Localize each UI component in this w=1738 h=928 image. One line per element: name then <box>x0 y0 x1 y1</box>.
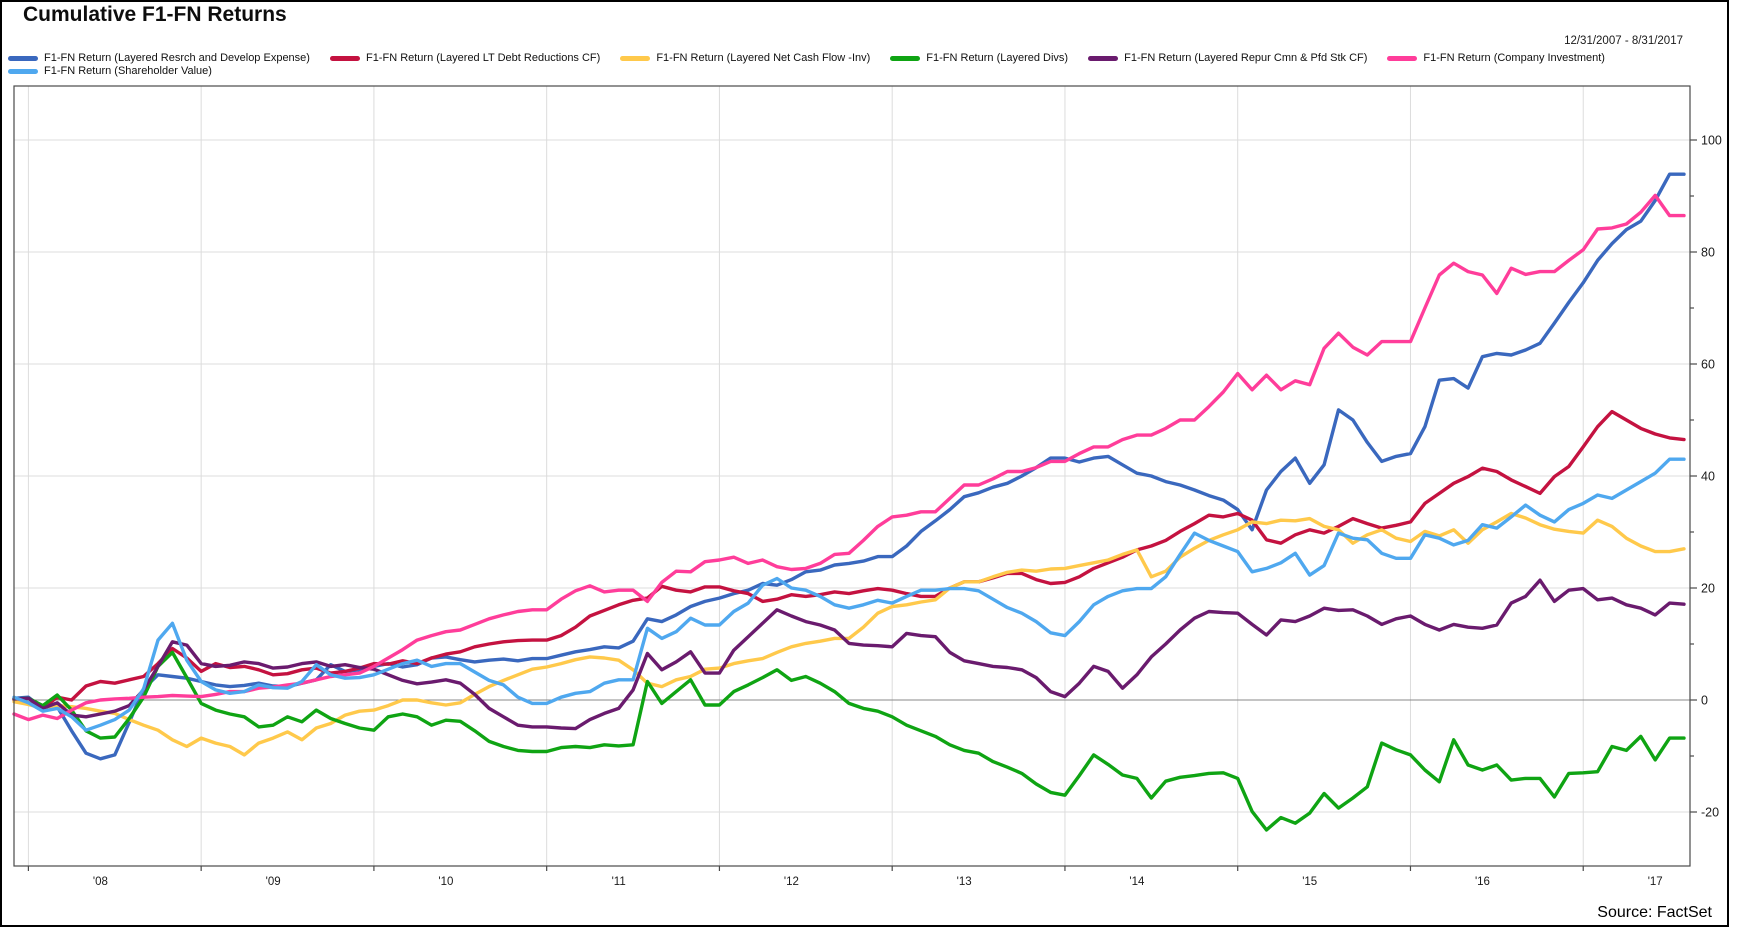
legend-item-label: F1-FN Return (Shareholder Value) <box>44 65 212 77</box>
x-axis-tick-label: '11 <box>612 876 626 888</box>
legend-row-2: F1-FN Return (Shareholder Value) <box>8 65 1658 77</box>
y-axis-tick-label: 0 <box>1701 694 1708 708</box>
legend-item-label: F1-FN Return (Layered LT Debt Reductions… <box>365 52 601 64</box>
x-axis-tick-label: '08 <box>93 876 108 888</box>
series-line <box>12 457 1686 732</box>
series-line <box>12 578 1686 731</box>
legend-item-label: F1-FN Return (Layered Divs) <box>926 52 1069 64</box>
source-label: Source: FactSet <box>1597 904 1712 921</box>
legend-item: F1-FN Return (Layered LT Debt Reductions… <box>329 52 601 64</box>
x-axis-tick-label: '16 <box>1475 876 1490 888</box>
legend-swatch-icon <box>620 55 651 61</box>
y-axis-tick-label: 20 <box>1701 582 1715 596</box>
legend-swatch-icon <box>1387 55 1418 61</box>
legend-item: F1-FN Return (Layered Resrch and Develop… <box>8 52 310 64</box>
y-axis-tick-label: 40 <box>1701 470 1715 484</box>
x-axis-tick-label: '12 <box>784 876 799 888</box>
y-axis-tick-label: 60 <box>1701 358 1715 372</box>
legend-item: F1-FN Return (Layered Divs) <box>890 52 1068 64</box>
legend: F1-FN Return (Layered Resrch and Develop… <box>8 52 1658 78</box>
legend-swatch-icon <box>890 55 921 61</box>
series-line <box>12 409 1686 711</box>
legend-item: F1-FN Return (Company Investment) <box>1387 52 1605 64</box>
series-line <box>12 511 1686 757</box>
chart-title: Cumulative F1-FN Returns <box>23 3 287 26</box>
x-axis-tick-label: '13 <box>957 876 972 888</box>
legend-item-label: F1-FN Return (Layered Repur Cmn & Pfd St… <box>1124 52 1368 64</box>
x-axis-tick-label: '10 <box>438 876 453 888</box>
series-line <box>12 650 1686 832</box>
y-axis-tick-label: 100 <box>1701 134 1722 148</box>
legend-item-label: F1-FN Return (Company Investment) <box>1423 52 1605 64</box>
legend-swatch-icon <box>1088 55 1119 61</box>
y-axis-tick-label: 80 <box>1701 246 1715 260</box>
x-axis-tick-label: '15 <box>1302 876 1317 888</box>
series-line <box>12 193 1686 722</box>
axis-labels: -20 0 20 40 60 80 100 '08 '09 '10 '11 '12 '13 '14 '15 '… <box>27 134 1722 888</box>
legend-row-1: F1-FN Return (Layered Resrch and Develop… <box>8 52 1658 64</box>
legend-item: F1-FN Return (Shareholder Value) <box>8 65 212 77</box>
x-axis-tick-label: '09 <box>266 876 281 888</box>
date-range-label: 12/31/2007 - 8/31/2017 <box>1564 35 1683 47</box>
x-axis-tick-label: '17 <box>1648 876 1663 888</box>
series-lines <box>12 172 1686 832</box>
legend-item: F1-FN Return (Layered Repur Cmn & Pfd St… <box>1088 52 1367 64</box>
gridlines <box>14 86 1690 866</box>
legend-swatch-icon <box>8 68 38 74</box>
legend-swatch-icon <box>8 55 38 61</box>
legend-item-label: F1-FN Return (Layered Net Cash Flow -Inv… <box>656 52 871 64</box>
legend-item-label: F1-FN Return (Layered Resrch and Develop… <box>44 52 310 64</box>
legend-swatch-icon <box>329 55 360 61</box>
legend-item: F1-FN Return (Layered Net Cash Flow -Inv… <box>620 52 870 64</box>
x-axis-tick-label: '14 <box>1129 876 1145 888</box>
y-axis-tick-label: -20 <box>1701 806 1719 820</box>
